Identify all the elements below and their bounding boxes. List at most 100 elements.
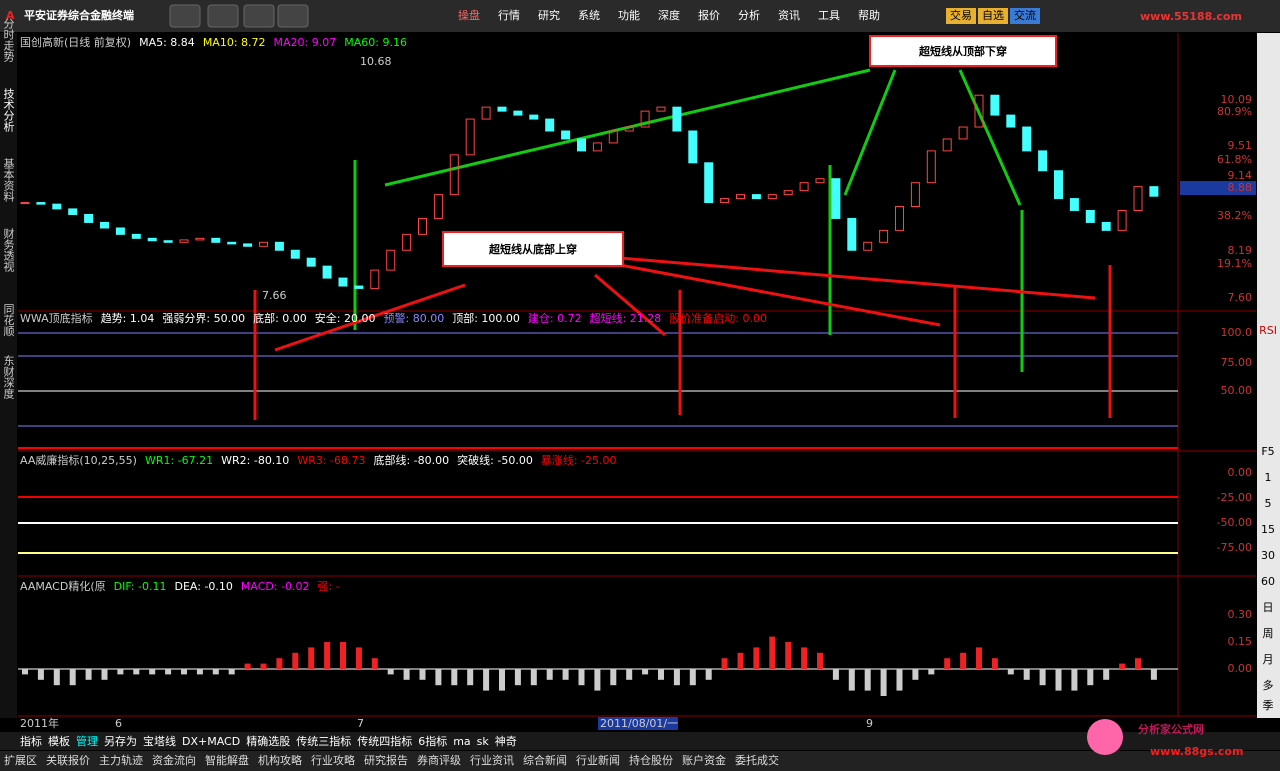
quick-button[interactable] bbox=[978, 8, 1008, 24]
quick-button[interactable] bbox=[946, 8, 976, 24]
tab2[interactable]: 券商评级 bbox=[417, 753, 461, 767]
tab2[interactable]: 账户资金 bbox=[682, 753, 726, 767]
tab[interactable]: 管理 bbox=[76, 734, 98, 748]
tab2[interactable]: 持仓股份 bbox=[629, 753, 673, 767]
tab2[interactable]: 智能解盘 bbox=[205, 753, 249, 767]
macd-bar bbox=[658, 669, 664, 680]
nav-button[interactable] bbox=[277, 4, 309, 28]
tab[interactable]: 模板 bbox=[48, 734, 70, 748]
macd-bar bbox=[467, 669, 474, 686]
tab2[interactable]: 综合新闻 bbox=[523, 753, 567, 767]
axis-label: -75.00 bbox=[1217, 541, 1252, 554]
candle bbox=[211, 237, 221, 243]
panel-header: WR1: -67.21 bbox=[145, 454, 213, 467]
macd-bar bbox=[22, 669, 28, 675]
macd-bar bbox=[753, 647, 760, 669]
quick-button-label[interactable]: 交流 bbox=[1014, 8, 1036, 22]
tab[interactable]: 传统四指标 bbox=[357, 734, 412, 748]
toolbar-item[interactable]: F5 bbox=[1261, 445, 1274, 458]
tab[interactable]: 宝塔线 bbox=[143, 734, 176, 748]
side-tab[interactable]: 同花顺 bbox=[2, 304, 15, 338]
price-label: 10.09 bbox=[1221, 93, 1253, 106]
tab2[interactable]: 委托成交 bbox=[735, 753, 779, 767]
date-label: 2011年 bbox=[20, 716, 59, 730]
arrows bbox=[253, 68, 1112, 420]
tab2[interactable]: 扩展区 bbox=[4, 753, 37, 767]
tab[interactable]: 精确选股 bbox=[246, 735, 290, 748]
candle bbox=[688, 130, 698, 164]
candle bbox=[624, 126, 634, 132]
quick-button-label[interactable]: 交易 bbox=[950, 8, 972, 22]
macd-bar bbox=[705, 669, 712, 680]
candle bbox=[465, 118, 475, 156]
nav-button[interactable] bbox=[169, 4, 201, 28]
candle bbox=[640, 110, 650, 128]
tab2[interactable]: 研究报告 bbox=[364, 753, 408, 767]
tab[interactable]: 6指标 bbox=[418, 734, 447, 748]
macd-bar bbox=[578, 669, 585, 686]
tab[interactable]: DX+MACD bbox=[182, 735, 240, 748]
tab-row bbox=[0, 751, 1280, 771]
macd-bar bbox=[642, 669, 649, 675]
tab[interactable]: 另存为 bbox=[104, 734, 137, 748]
candle bbox=[577, 138, 586, 152]
tab[interactable]: 传统三指标 bbox=[296, 734, 351, 748]
tab2[interactable]: 主力轨迹 bbox=[99, 753, 143, 767]
macd-bar bbox=[610, 669, 617, 686]
tab2[interactable]: 关联报价 bbox=[46, 753, 90, 767]
tab[interactable]: 指标 bbox=[20, 734, 42, 748]
tab2[interactable]: 行业攻略 bbox=[311, 753, 355, 767]
candle bbox=[418, 217, 427, 235]
macd-bar bbox=[864, 669, 871, 691]
candle bbox=[195, 237, 205, 241]
side-tab[interactable]: 东财深度 bbox=[2, 355, 15, 400]
tab2[interactable]: 资金流向 bbox=[152, 753, 196, 767]
toolbar-item[interactable]: 30 bbox=[1261, 549, 1275, 562]
quick-button-label[interactable]: 自选 bbox=[982, 9, 1004, 22]
toolbar-item[interactable]: 1 bbox=[1265, 471, 1272, 484]
price-highlight bbox=[1180, 181, 1256, 195]
watermark-logo bbox=[1087, 719, 1123, 755]
side-tab[interactable]: 基本资料 bbox=[2, 158, 15, 203]
macd-bar bbox=[133, 669, 140, 675]
macd-bar bbox=[212, 669, 219, 675]
side-tab[interactable]: 技术分析 bbox=[2, 88, 15, 133]
price-label: 9.14 bbox=[1228, 169, 1253, 182]
tab[interactable]: sk bbox=[477, 735, 490, 748]
panel-header: 突破线: -50.00 bbox=[457, 453, 533, 467]
toolbar-item[interactable]: 周 bbox=[1263, 627, 1274, 640]
date-label: 2011/08/01/一 bbox=[600, 717, 678, 730]
side-tab[interactable]: 分时走势 bbox=[2, 18, 15, 62]
toolbar-item[interactable]: 月 bbox=[1263, 653, 1274, 666]
macd-bar bbox=[69, 669, 76, 686]
candle bbox=[52, 203, 62, 210]
toolbar-item[interactable]: 多 bbox=[1263, 678, 1274, 692]
tab2[interactable]: 行业新闻 bbox=[576, 753, 620, 767]
panel-header: 建仓: 0.72 bbox=[528, 311, 582, 325]
candle bbox=[147, 237, 157, 242]
toolbar-item[interactable]: 日 bbox=[1263, 601, 1274, 614]
candle bbox=[1085, 210, 1095, 223]
tab[interactable]: ma bbox=[453, 735, 470, 748]
menu-item: 操盘 bbox=[458, 8, 480, 22]
menu-item: 研究 bbox=[538, 8, 560, 22]
macd-bar bbox=[53, 669, 60, 686]
price-label: 19.1% bbox=[1217, 257, 1252, 270]
toolbar-item[interactable]: RSI bbox=[1259, 324, 1277, 337]
nav-button[interactable] bbox=[243, 4, 275, 28]
toolbar-item[interactable]: 60 bbox=[1261, 575, 1275, 588]
toolbar-item[interactable]: 5 bbox=[1265, 497, 1272, 510]
nav-button[interactable] bbox=[207, 4, 239, 28]
candle bbox=[879, 229, 889, 243]
macd-bar bbox=[403, 669, 410, 680]
quick-button[interactable] bbox=[1010, 8, 1040, 24]
toolbar-item[interactable]: 季 bbox=[1263, 699, 1274, 712]
side-tab[interactable]: 财务透视 bbox=[2, 227, 15, 272]
toolbar-item[interactable]: 15 bbox=[1261, 523, 1275, 536]
tab[interactable]: 神奇 bbox=[495, 734, 517, 748]
macd-bar bbox=[514, 669, 521, 686]
macd-bar bbox=[451, 669, 458, 686]
tab2[interactable]: 行业资讯 bbox=[470, 754, 514, 767]
tab2[interactable]: 机构攻略 bbox=[258, 753, 302, 767]
macd-bar bbox=[37, 669, 44, 680]
